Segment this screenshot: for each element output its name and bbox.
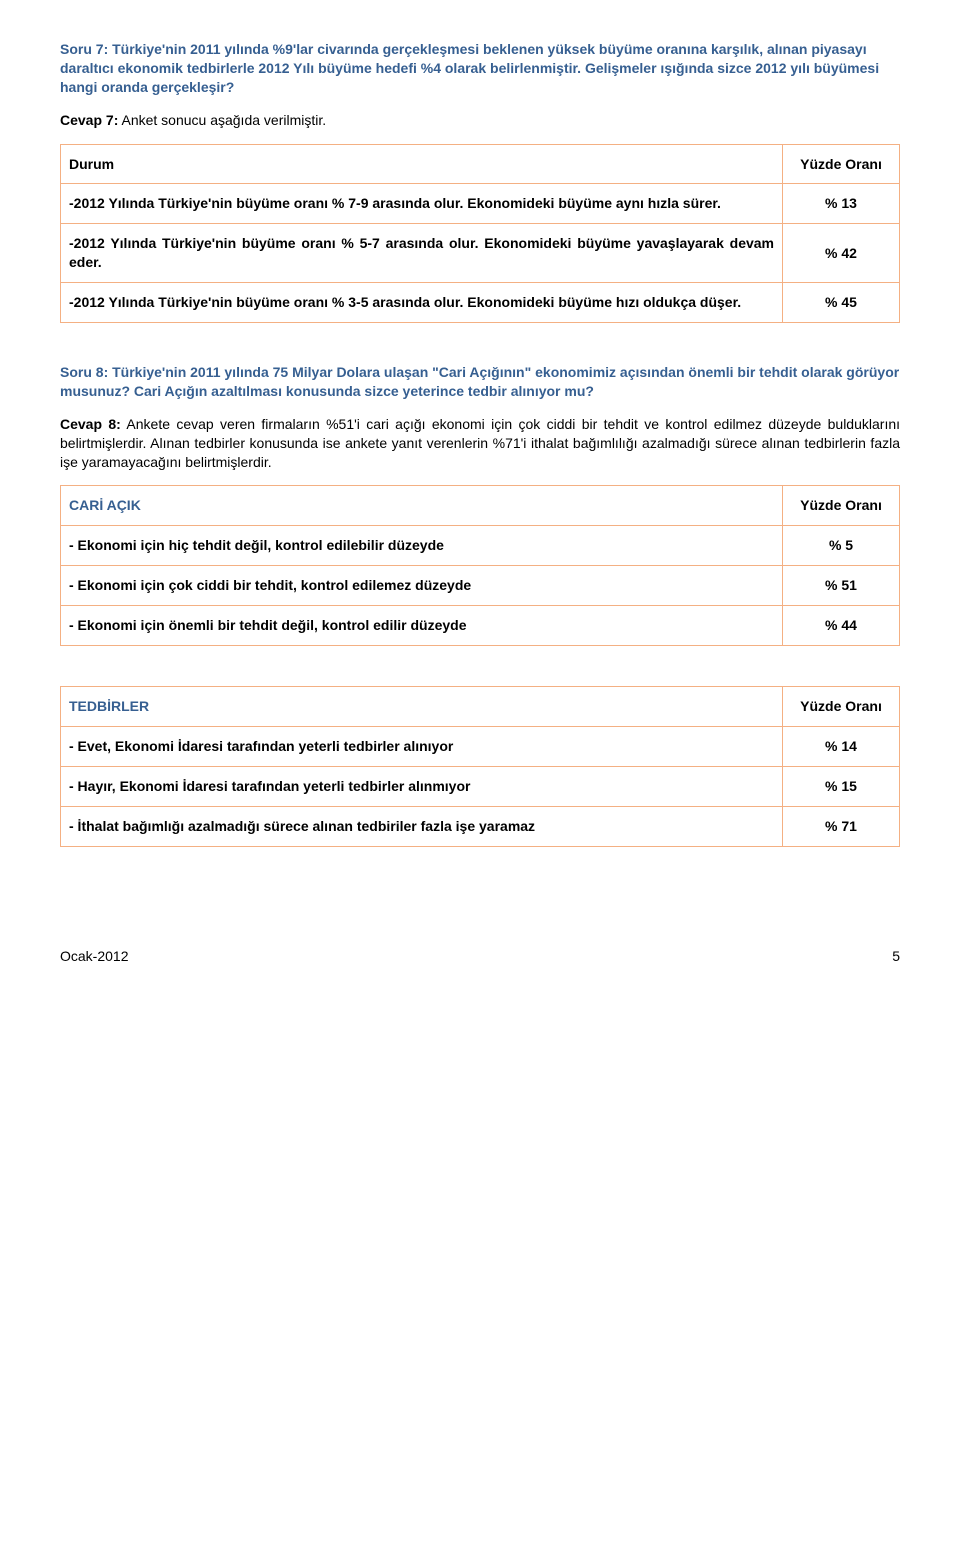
answer-7-label: Cevap 7: (60, 112, 118, 128)
table-q8-tedbirler: TEDBİRLER Yüzde Oranı - Evet, Ekonomi İd… (60, 686, 900, 847)
table-q8-cari: CARİ AÇIK Yüzde Oranı - Ekonomi için hiç… (60, 485, 900, 646)
table-row: -2012 Yılında Türkiye'nin büyüme oranı %… (61, 224, 900, 283)
table-row: -2012 Yılında Türkiye'nin büyüme oranı %… (61, 184, 900, 224)
q7-row0-val: % 13 (783, 184, 900, 224)
q8-ted-row1-desc: - Hayır, Ekonomi İdaresi tarafından yete… (61, 766, 783, 806)
answer-8-text: Ankete cevap veren firmaların %51'i cari… (60, 416, 900, 470)
q8-ted-row0-val: % 14 (783, 726, 900, 766)
table-row: - Hayır, Ekonomi İdaresi tarafından yete… (61, 766, 900, 806)
q7-header-right: Yüzde Oranı (783, 144, 900, 184)
question-8: Soru 8: Türkiye'nin 2011 yılında 75 Mily… (60, 363, 900, 401)
answer-8: Cevap 8: Ankete cevap veren firmaların %… (60, 415, 900, 472)
page-footer: Ocak-2012 5 (60, 947, 900, 966)
q8-cari-row1-val: % 51 (783, 566, 900, 606)
q8-cari-row2-val: % 44 (783, 606, 900, 646)
q8-cari-header-left: CARİ AÇIK (61, 486, 783, 526)
table-row: - Ekonomi için çok ciddi bir tehdit, kon… (61, 566, 900, 606)
footer-right: 5 (892, 947, 900, 966)
q8-ted-row2-val: % 71 (783, 806, 900, 846)
q8-ted-row1-val: % 15 (783, 766, 900, 806)
question-7: Soru 7: Türkiye'nin 2011 yılında %9'lar … (60, 40, 900, 97)
q8-cari-row1-desc: - Ekonomi için çok ciddi bir tehdit, kon… (61, 566, 783, 606)
answer-7: Cevap 7: Anket sonucu aşağıda verilmişti… (60, 111, 900, 130)
footer-left: Ocak-2012 (60, 947, 128, 966)
q7-row1-desc: -2012 Yılında Türkiye'nin büyüme oranı %… (61, 224, 783, 283)
q7-row1-val: % 42 (783, 224, 900, 283)
table-q7: Durum Yüzde Oranı -2012 Yılında Türkiye'… (60, 144, 900, 323)
q8-ted-row0-desc: - Evet, Ekonomi İdaresi tarafından yeter… (61, 726, 783, 766)
answer-7-text: Anket sonucu aşağıda verilmiştir. (118, 112, 326, 128)
table-row: - Ekonomi için hiç tehdit değil, kontrol… (61, 526, 900, 566)
q8-cari-header-right: Yüzde Oranı (783, 486, 900, 526)
q8-cari-row0-val: % 5 (783, 526, 900, 566)
table-row: - Evet, Ekonomi İdaresi tarafından yeter… (61, 726, 900, 766)
q7-row0-desc: -2012 Yılında Türkiye'nin büyüme oranı %… (61, 184, 783, 224)
table-row: -2012 Yılında Türkiye'nin büyüme oranı %… (61, 283, 900, 323)
q8-ted-row2-desc: - İthalat bağımlığı azalmadığı sürece al… (61, 806, 783, 846)
q7-header-left: Durum (61, 144, 783, 184)
q7-row2-val: % 45 (783, 283, 900, 323)
q8-cari-row0-desc: - Ekonomi için hiç tehdit değil, kontrol… (61, 526, 783, 566)
q7-row2-desc: -2012 Yılında Türkiye'nin büyüme oranı %… (61, 283, 783, 323)
q8-ted-header-right: Yüzde Oranı (783, 687, 900, 727)
answer-8-label: Cevap 8: (60, 416, 121, 432)
q8-ted-header-left: TEDBİRLER (61, 687, 783, 727)
table-row: - İthalat bağımlığı azalmadığı sürece al… (61, 806, 900, 846)
q8-cari-row2-desc: - Ekonomi için önemli bir tehdit değil, … (61, 606, 783, 646)
table-row: - Ekonomi için önemli bir tehdit değil, … (61, 606, 900, 646)
